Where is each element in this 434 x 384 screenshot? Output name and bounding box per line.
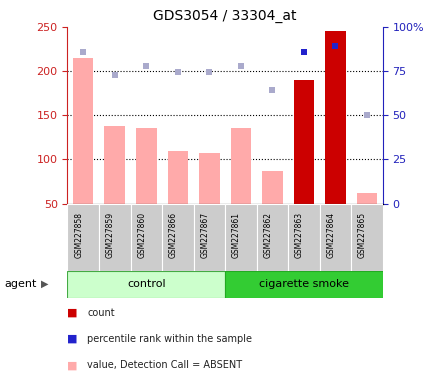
Text: ▶: ▶ bbox=[41, 279, 49, 289]
Text: GSM227862: GSM227862 bbox=[263, 212, 272, 258]
Text: ■: ■ bbox=[67, 334, 78, 344]
Bar bbox=[288, 204, 319, 271]
Bar bbox=[230, 128, 250, 204]
Title: GDS3054 / 33304_at: GDS3054 / 33304_at bbox=[153, 9, 296, 23]
Point bbox=[174, 69, 181, 75]
Point bbox=[300, 48, 307, 55]
Bar bbox=[193, 204, 225, 271]
Text: GSM227865: GSM227865 bbox=[357, 212, 366, 258]
Text: GSM227863: GSM227863 bbox=[294, 212, 303, 258]
Bar bbox=[356, 193, 376, 204]
Bar bbox=[262, 171, 282, 204]
Text: GSM227861: GSM227861 bbox=[231, 212, 240, 258]
Bar bbox=[99, 204, 130, 271]
Text: percentile rank within the sample: percentile rank within the sample bbox=[87, 334, 251, 344]
Bar bbox=[325, 31, 345, 204]
Text: ■: ■ bbox=[67, 360, 78, 370]
Bar bbox=[351, 204, 382, 271]
Point bbox=[205, 69, 212, 75]
Point bbox=[142, 63, 149, 69]
Bar bbox=[136, 128, 156, 204]
Bar bbox=[73, 58, 93, 204]
Bar bbox=[199, 153, 219, 204]
Bar bbox=[225, 271, 382, 298]
Text: GSM227864: GSM227864 bbox=[326, 212, 335, 258]
Text: GSM227867: GSM227867 bbox=[200, 212, 209, 258]
Bar bbox=[293, 80, 313, 204]
Bar bbox=[167, 151, 187, 204]
Text: control: control bbox=[127, 279, 165, 289]
Text: agent: agent bbox=[4, 279, 36, 289]
Point bbox=[268, 88, 275, 94]
Point bbox=[363, 112, 370, 118]
Text: ■: ■ bbox=[67, 308, 78, 318]
Text: count: count bbox=[87, 308, 115, 318]
Text: GSM227866: GSM227866 bbox=[168, 212, 178, 258]
Text: GSM227859: GSM227859 bbox=[105, 212, 115, 258]
Text: cigarette smoke: cigarette smoke bbox=[258, 279, 348, 289]
Bar bbox=[67, 271, 225, 298]
Bar bbox=[67, 204, 99, 271]
Point bbox=[111, 71, 118, 78]
Bar bbox=[104, 126, 125, 204]
Bar bbox=[130, 204, 162, 271]
Bar bbox=[256, 204, 288, 271]
Bar bbox=[225, 204, 256, 271]
Point bbox=[79, 48, 86, 55]
Bar bbox=[319, 204, 351, 271]
Text: GSM227858: GSM227858 bbox=[74, 212, 83, 258]
Bar bbox=[161, 204, 193, 271]
Point bbox=[237, 63, 244, 69]
Text: GSM227860: GSM227860 bbox=[137, 212, 146, 258]
Text: value, Detection Call = ABSENT: value, Detection Call = ABSENT bbox=[87, 360, 242, 370]
Point bbox=[331, 43, 338, 50]
